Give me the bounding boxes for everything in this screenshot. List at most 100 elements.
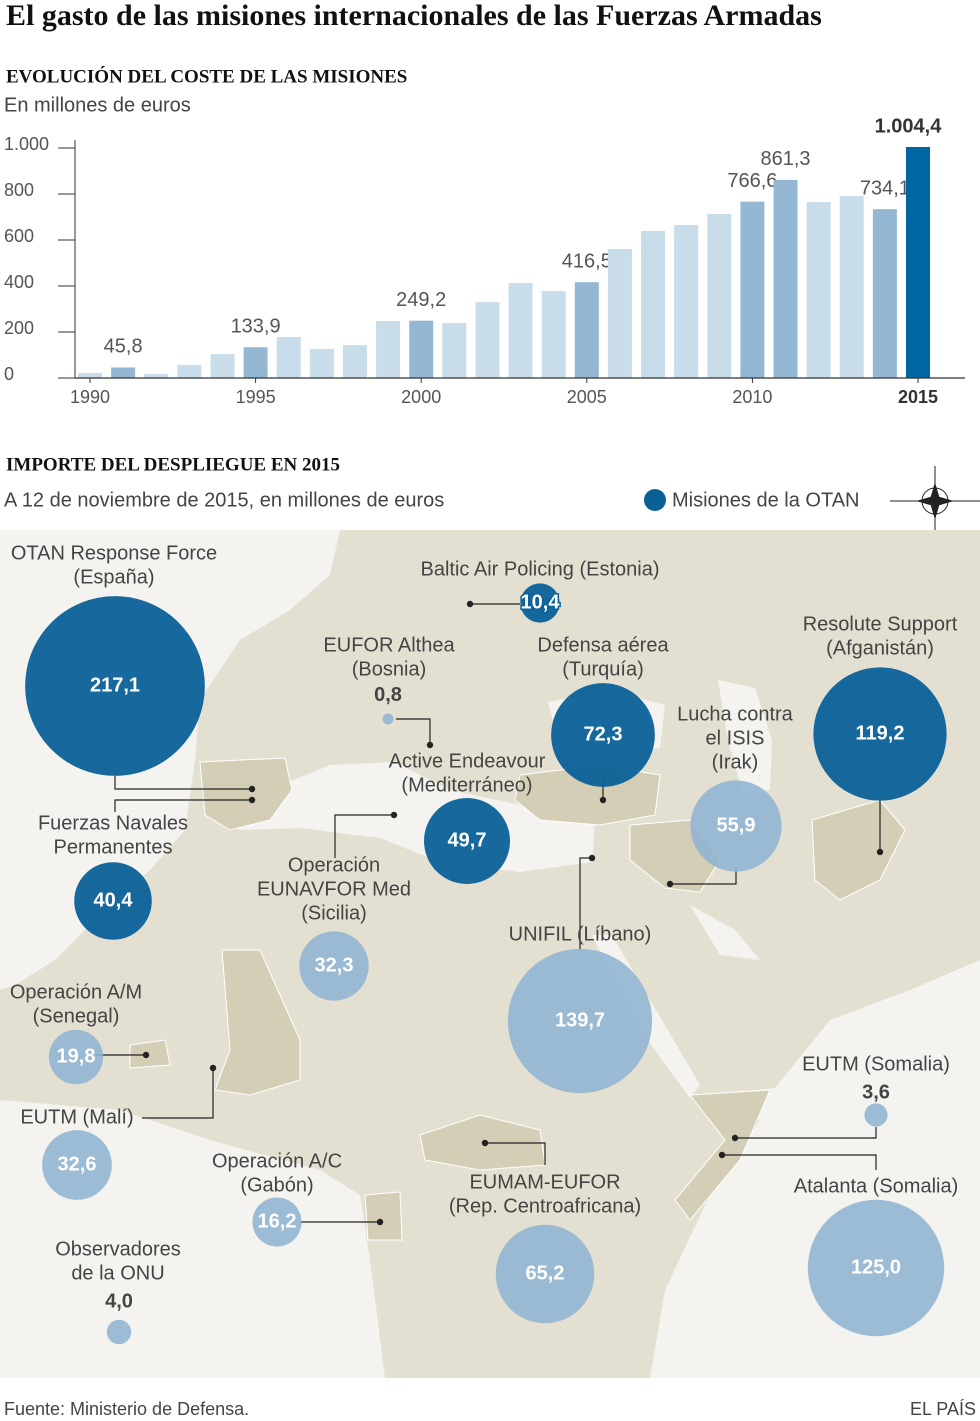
x-tick-label: 2015 <box>898 387 938 407</box>
bar <box>740 201 765 378</box>
leader-line <box>142 1068 214 1119</box>
bar <box>243 347 268 378</box>
bubble <box>42 1130 112 1200</box>
bubble-name: Active Endeavour <box>389 750 546 772</box>
leader-line <box>485 1142 546 1165</box>
location-dot <box>876 848 884 856</box>
y-tick-label: 400 <box>4 272 34 292</box>
value-label: 734,1 <box>860 177 910 199</box>
bubble <box>48 1029 104 1085</box>
y-tick-label: 0 <box>4 364 14 384</box>
location-dot <box>466 600 474 608</box>
bubble <box>74 862 152 940</box>
bubble <box>813 667 947 801</box>
bar <box>409 320 434 378</box>
bar <box>376 320 401 378</box>
bar <box>442 323 467 378</box>
bubble-name: (Senegal) <box>33 1005 120 1027</box>
bubble-name: (Gabón) <box>240 1174 313 1196</box>
bubble <box>382 713 394 725</box>
bubble <box>551 683 655 787</box>
bubble-name: (Rep. Centroafricana) <box>449 1195 641 1217</box>
bar <box>276 337 301 378</box>
value-label: 32,6 <box>58 1153 97 1175</box>
bubble-name: Atalanta (Somalia) <box>794 1175 959 1197</box>
value-label: 249,2 <box>396 289 446 311</box>
source: Fuente: Ministerio de Defensa. <box>4 1399 249 1419</box>
bubble-name: (Mediterráneo) <box>401 774 532 796</box>
value-label: 72,3 <box>584 723 623 745</box>
bubble-name: EUTM (Somalia) <box>802 1053 950 1075</box>
bar <box>508 283 533 378</box>
legend-label: Misiones de la OTAN <box>672 489 859 511</box>
value-label: 55,9 <box>717 814 756 836</box>
bar <box>674 225 699 378</box>
bar <box>177 364 202 378</box>
value-label: 19,8 <box>57 1045 96 1067</box>
bar <box>342 345 367 378</box>
y-tick-label: 800 <box>4 180 34 200</box>
bubble-name: (España) <box>73 566 154 588</box>
value-label: 45,8 <box>104 336 143 358</box>
compass <box>890 466 980 530</box>
location-dot <box>209 1064 217 1072</box>
bubble-name: Defensa aérea <box>537 634 669 656</box>
value-label: 3,6 <box>862 1081 890 1103</box>
bubble-name: (Turquía) <box>562 658 644 680</box>
bar <box>906 146 930 378</box>
leader-line <box>670 868 737 885</box>
y-tick-label: 600 <box>4 226 34 246</box>
bubble-name: Operación <box>288 854 380 876</box>
location-dot <box>481 1139 489 1147</box>
credit: EL PAÍS <box>910 1399 976 1419</box>
bubble-name: EUTM (Malí) <box>20 1106 133 1128</box>
bubble-name: (Sicilia) <box>301 902 367 924</box>
bubble <box>252 1197 302 1247</box>
bubble-name: de la ONU <box>71 1262 164 1284</box>
leader-line <box>722 1154 877 1170</box>
bubble-name: Operación A/M <box>10 981 142 1003</box>
value-label: 65,2 <box>526 1262 565 1284</box>
main-title: El gasto de las misiones internacionales… <box>6 0 822 32</box>
section-subtitle: En millones de euros <box>4 94 191 116</box>
bubble-name: EUNAVFOR Med <box>257 878 411 900</box>
leader-line <box>114 776 252 790</box>
x-tick-label: 1990 <box>70 387 110 407</box>
bubble <box>520 583 560 623</box>
bar <box>607 248 632 378</box>
value-label: 217,1 <box>90 674 140 696</box>
value-label: 139,7 <box>555 1009 605 1031</box>
location-dot <box>248 796 256 804</box>
section-subtitle: A 12 de noviembre de 2015, en millones d… <box>4 489 444 511</box>
bubble <box>25 596 205 776</box>
leader-line <box>114 799 252 812</box>
leader-lines <box>96 600 884 1226</box>
location-dot <box>248 785 256 793</box>
bar <box>707 214 732 378</box>
bubble <box>507 948 653 1094</box>
bubble <box>807 1199 945 1337</box>
y-tick-label: 200 <box>4 318 34 338</box>
bubble-name: Permanentes <box>54 836 173 858</box>
location-dot <box>731 1134 739 1142</box>
legend-marker <box>644 489 666 511</box>
bar <box>144 373 169 378</box>
value-label: 0,8 <box>374 684 402 706</box>
bubble-name: OTAN Response Force <box>11 542 217 564</box>
bubble <box>423 797 511 885</box>
bubble <box>690 780 782 872</box>
value-label: 766,6 <box>727 170 777 192</box>
bubble <box>106 1319 132 1345</box>
value-label: 133,9 <box>231 315 281 337</box>
bar <box>541 291 566 378</box>
bar <box>78 372 102 378</box>
value-label: 32,3 <box>315 954 354 976</box>
x-tick-label: 2005 <box>567 387 607 407</box>
bubble <box>864 1103 888 1127</box>
bubble-name: EUFOR Althea <box>323 634 455 656</box>
bubble-name: el ISIS <box>706 727 765 749</box>
bar <box>475 302 500 378</box>
location-dot <box>376 1218 384 1226</box>
